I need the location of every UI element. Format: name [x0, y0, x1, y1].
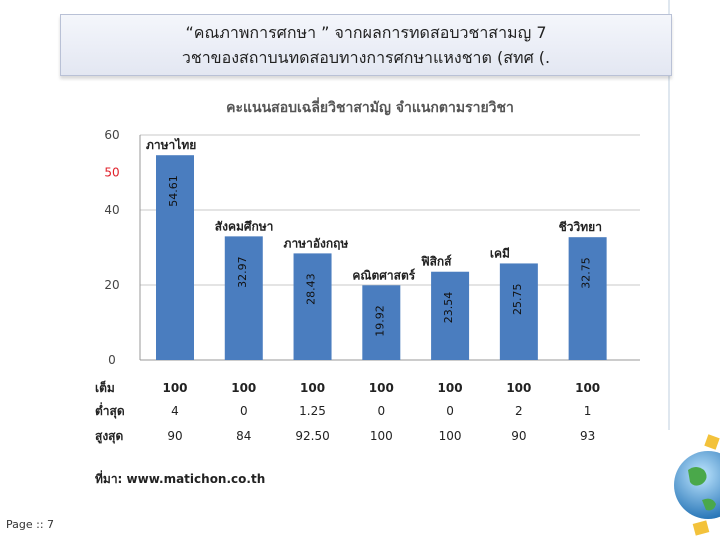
title-line-2: วชาของสถาบนทดสอบทางการศกษาแหงชาต (สทศ (. — [181, 48, 551, 67]
page-number: Page :: 7 — [6, 518, 55, 531]
table-row-label: สูงสุด — [95, 429, 124, 444]
bar — [499, 263, 538, 360]
table-cell: 90 — [511, 429, 526, 443]
bar-value-label: 19.92 — [373, 305, 386, 337]
bar — [431, 271, 470, 360]
category-label: สังคมศึกษา — [215, 219, 274, 233]
bar-value-label: 28.43 — [305, 273, 318, 305]
table-cell: 100 — [439, 429, 462, 443]
table-cell: 84 — [236, 429, 251, 443]
table-cell: 90 — [167, 429, 182, 443]
table-cell: 100 — [438, 381, 463, 395]
bar — [293, 253, 332, 360]
table-cell: 2 — [515, 404, 523, 418]
table-cell: 92.50 — [295, 429, 329, 443]
category-label: ภาษาไทย — [146, 137, 196, 152]
table-cell: 100 — [575, 381, 600, 395]
y-tick-label: 60 — [104, 128, 119, 142]
table-cell: 100 — [162, 381, 187, 395]
y-tick-label: 40 — [104, 203, 119, 217]
table-cell: 4 — [171, 404, 179, 418]
chart-source: ที่มา: www.matichon.co.th — [95, 470, 265, 486]
category-label: ฟิสิกส์ — [421, 255, 452, 269]
table-cell: 100 — [370, 429, 393, 443]
bar-value-label: 54.61 — [167, 175, 180, 207]
table-cell: 1 — [584, 404, 592, 418]
divider — [668, 0, 670, 430]
bar-value-label: 32.75 — [580, 257, 593, 289]
title-line-1: “คณภาพการศกษา ” จากผลการทดสอบวชาสามญ 7 — [185, 23, 547, 42]
y-tick-label: 0 — [108, 353, 116, 367]
category-label: เคมี — [490, 246, 510, 260]
category-label: ชีววิทยา — [559, 220, 602, 234]
table-cell: 0 — [377, 404, 385, 418]
table-cell: 100 — [506, 381, 531, 395]
globe-icon — [674, 434, 720, 536]
chart-title: คะแนนสอบเฉลี่ยวิชาสามัญ จำแนกตามรายวิชา — [226, 97, 514, 116]
table-cell: 0 — [446, 404, 454, 418]
table-cell: 100 — [300, 381, 325, 395]
table-cell: 100 — [231, 381, 256, 395]
table-cell: 1.25 — [299, 404, 326, 418]
bar — [224, 236, 263, 360]
bar-value-label: 23.54 — [442, 292, 455, 324]
table-cell: 93 — [580, 429, 595, 443]
bar — [156, 155, 194, 360]
bar-value-label: 25.75 — [511, 283, 524, 315]
category-label: คณิตศาสตร์ — [352, 268, 415, 282]
table-row-label: ต่ำสุด — [95, 402, 125, 419]
title-box: “คณภาพการศกษา ” จากผลการทดสอบวชาสามญ 7 ว… — [60, 14, 672, 76]
category-label: ภาษาอังกฤษ — [284, 236, 349, 250]
y-tick-label: 50 — [104, 166, 119, 180]
bar — [568, 237, 607, 360]
table-cell: 0 — [240, 404, 248, 418]
table-cell: 100 — [369, 381, 394, 395]
bar-value-label: 32.97 — [236, 256, 249, 288]
y-tick-label: 20 — [104, 278, 119, 292]
table-row-label: เต็ม — [95, 380, 115, 395]
bar — [362, 285, 401, 360]
